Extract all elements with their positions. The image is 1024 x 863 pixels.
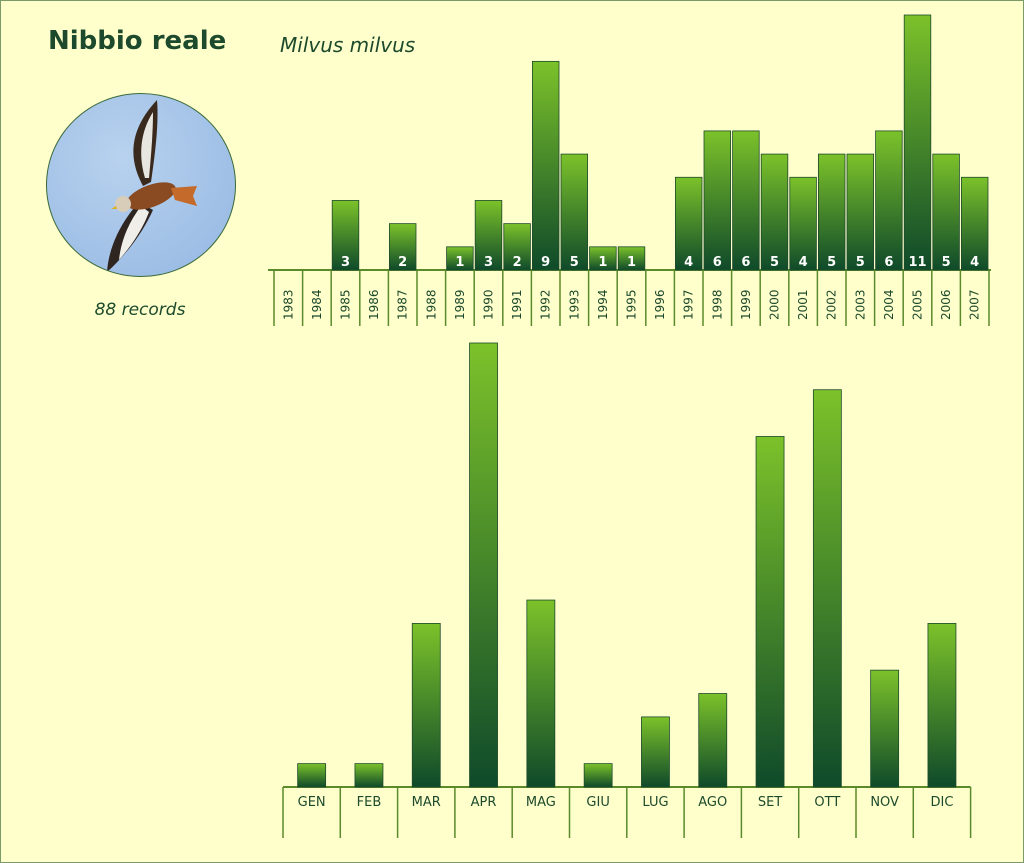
month-tick-label: FEB [357, 795, 382, 810]
records-count: 88 records [94, 300, 186, 320]
year-tick-label: 1990 [482, 289, 496, 320]
year-bar [760, 153, 789, 271]
year-tick-label: 2002 [825, 289, 839, 320]
year-tick-label: 2006 [939, 289, 953, 320]
year-tick-label: 1984 [310, 289, 324, 320]
year-bar [903, 14, 932, 271]
year-bar-value: 4 [684, 255, 693, 270]
year-bar [617, 246, 646, 271]
year-bar [818, 153, 846, 271]
month-bar [870, 669, 900, 788]
red-kite-icon [107, 100, 197, 272]
year-tick-label: 1993 [567, 289, 581, 320]
month-bar [812, 389, 842, 788]
monthly-bar-chart: GEN FEB MAR APR MAG GIU LUG AGO SET OTT NOV DIC [282, 342, 972, 838]
month-tick-label: SET [758, 795, 782, 810]
month-bar [641, 716, 670, 788]
month-tick-label: LUG [642, 795, 668, 810]
year-bar-value: 5 [856, 255, 865, 270]
yearly-bar-chart: 1983 1984 3 1985 1986 2 1987 1988 1 1989 3 1990 2 199… [268, 14, 991, 326]
year-tick-label: 2004 [882, 289, 896, 320]
year-tick-label: 2000 [768, 289, 782, 320]
year-bar-value: 5 [570, 255, 579, 270]
year-bar [589, 246, 617, 271]
year-bar-value: 2 [513, 255, 522, 270]
month-bar [698, 693, 728, 788]
year-tick-label: 1988 [424, 289, 438, 320]
month-bar [583, 763, 613, 788]
year-bar [875, 130, 903, 271]
year-bar-value: 6 [884, 255, 893, 270]
month-tick-label: OTT [814, 795, 840, 810]
year-bar [703, 130, 732, 271]
year-bar [446, 246, 474, 271]
year-tick-label: 2003 [853, 289, 867, 320]
year-tick-label: 2007 [968, 289, 982, 320]
year-bar-value: 5 [770, 255, 779, 270]
year-tick-label: 1995 [625, 289, 639, 320]
month-bar [411, 623, 441, 788]
month-bar [297, 763, 327, 788]
year-tick-label: 1994 [596, 289, 610, 320]
year-tick-label: 1987 [396, 289, 410, 320]
month-bar [526, 599, 556, 788]
month-tick-label: MAG [526, 795, 556, 810]
year-bar-value: 11 [908, 255, 926, 270]
year-bar [932, 153, 960, 271]
page-subtitle: Milvus milvus [280, 33, 416, 57]
year-bar-value: 6 [713, 255, 722, 270]
month-bar [469, 342, 498, 788]
year-bar [732, 130, 760, 271]
month-tick-label: MAR [412, 795, 441, 810]
year-bar [789, 176, 817, 271]
year-tick-label: 1997 [682, 289, 696, 320]
year-bar-value: 2 [398, 255, 407, 270]
year-bar [532, 60, 560, 271]
year-bar-value: 9 [541, 255, 550, 270]
month-bar [354, 763, 384, 788]
year-tick-label: 2005 [911, 289, 925, 320]
page-title: Nibbio reale [48, 26, 227, 56]
year-bar-value: 1 [455, 255, 464, 270]
month-tick-label: NOV [870, 795, 899, 810]
year-bar [388, 223, 417, 271]
year-tick-label: 1983 [281, 289, 295, 320]
year-tick-label: 1991 [510, 289, 524, 320]
year-tick-label: 1986 [367, 289, 381, 320]
year-bar-value: 6 [741, 255, 750, 270]
year-bar [474, 200, 503, 271]
year-bar-value: 3 [341, 255, 350, 270]
year-bar-value: 5 [827, 255, 836, 270]
year-bar [961, 176, 989, 271]
bird-photo [46, 93, 236, 277]
month-tick-label: GEN [298, 795, 326, 810]
month-tick-label: AGO [698, 795, 727, 810]
year-bar-value: 1 [627, 255, 636, 270]
year-bar [560, 153, 589, 271]
year-tick-label: 1992 [539, 289, 553, 320]
year-bar-value: 1 [598, 255, 607, 270]
month-tick-label: APR [471, 795, 497, 810]
year-bar [331, 200, 360, 271]
year-tick-label: 2001 [796, 289, 810, 320]
year-bar-value: 3 [484, 255, 493, 270]
month-bar [755, 436, 785, 788]
year-bar-value: 4 [799, 255, 808, 270]
year-bar-value: 5 [942, 255, 951, 270]
year-tick-label: 1985 [339, 289, 353, 320]
month-tick-label: DIC [930, 795, 953, 810]
year-tick-label: 1998 [710, 289, 724, 320]
year-bar [503, 223, 531, 271]
year-tick-label: 1989 [453, 289, 467, 320]
year-bar [846, 153, 875, 271]
year-bar-value: 4 [970, 255, 979, 270]
month-tick-label: GIU [586, 795, 609, 810]
year-bar [675, 176, 703, 271]
year-tick-label: 1996 [653, 289, 667, 320]
year-tick-label: 1999 [739, 289, 753, 320]
month-bar [927, 623, 957, 788]
